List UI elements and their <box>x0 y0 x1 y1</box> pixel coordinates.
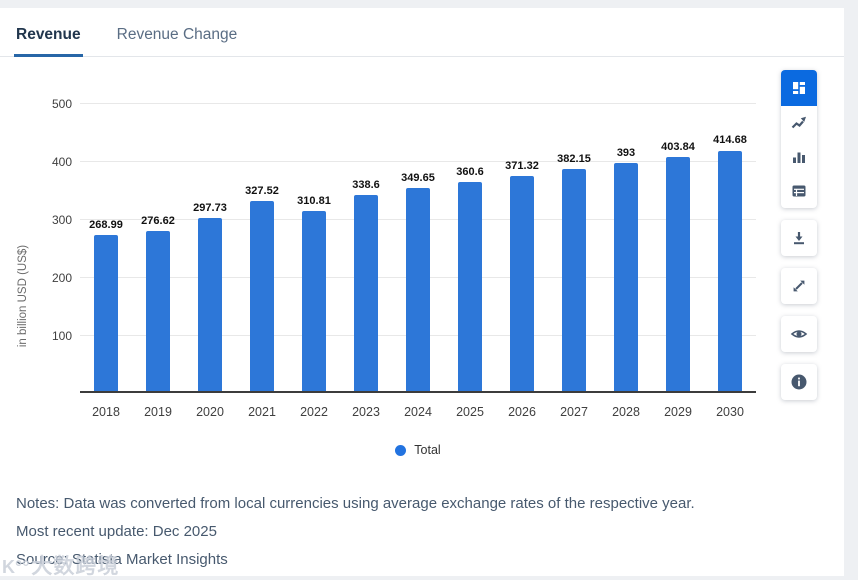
line-chart-button[interactable] <box>781 106 817 140</box>
bar-2027[interactable] <box>562 169 586 391</box>
info-card <box>781 364 817 400</box>
chart-type-switcher <box>781 70 817 208</box>
bar-chart-button[interactable] <box>781 140 817 174</box>
x-axis-tick: 2020 <box>196 405 224 419</box>
bar-value-label: 268.99 <box>89 218 123 231</box>
bar-value-label: 276.62 <box>141 214 175 227</box>
table-icon <box>791 183 807 199</box>
y-axis-title: in billion USD (US$) <box>17 244 29 348</box>
bar-value-label: 297.73 <box>193 202 227 215</box>
info-button[interactable] <box>781 364 817 400</box>
bar-2026[interactable] <box>510 175 534 391</box>
x-axis-tick: 2018 <box>92 405 120 419</box>
update-line: Most recent update: Dec 2025 <box>16 523 217 540</box>
x-axis-tick: 2025 <box>456 405 484 419</box>
tab-revenue-change[interactable]: Revenue Change <box>116 26 238 43</box>
bar-2024[interactable] <box>406 188 430 391</box>
x-axis-tick: 2030 <box>716 405 744 419</box>
download-button[interactable] <box>781 220 817 256</box>
y-axis-tick: 200 <box>51 271 72 285</box>
y-axis-tick: 400 <box>51 155 72 169</box>
y-axis-tick: 500 <box>51 97 72 111</box>
bar-2020[interactable] <box>198 218 222 391</box>
x-axis-tick: 2024 <box>404 405 432 419</box>
visibility-card <box>781 316 817 352</box>
bar-2021[interactable] <box>250 201 274 391</box>
bar-value-label: 403.84 <box>661 140 695 153</box>
notes-line: Notes: Data was converted from local cur… <box>16 495 695 512</box>
chart-toolbar <box>781 70 817 412</box>
x-axis-tick: 2023 <box>352 405 380 419</box>
chart-notes: Notes: Data was converted from local cur… <box>16 490 695 574</box>
bar-2022[interactable] <box>302 210 326 391</box>
info-icon <box>790 373 808 391</box>
legend[interactable]: Total <box>80 443 756 457</box>
x-axis-tick: 2021 <box>248 405 276 419</box>
x-axis-tick: 2029 <box>664 405 692 419</box>
bar-value-label: 310.81 <box>297 194 331 207</box>
download-card <box>781 220 817 256</box>
bar-value-label: 393 <box>616 147 636 160</box>
bar-value-label: 414.68 <box>713 134 747 147</box>
y-axis-tick: 100 <box>51 329 72 343</box>
source-line: Source: Statista Market Insights <box>16 551 228 568</box>
bar-value-label: 371.32 <box>505 159 539 172</box>
bar-2023[interactable] <box>354 194 378 391</box>
x-axis-tick: 2027 <box>560 405 588 419</box>
x-axis-tick: 2028 <box>612 405 640 419</box>
dashboard-icon <box>791 80 807 96</box>
bar-value-label: 349.65 <box>401 172 435 185</box>
expand-icon <box>791 278 807 294</box>
x-axis-tick: 2026 <box>508 405 536 419</box>
bar-2029[interactable] <box>666 156 690 391</box>
table-view-button[interactable] <box>781 174 817 208</box>
legend-label-total: Total <box>414 443 441 457</box>
tab-bar: Revenue Revenue Change <box>0 14 844 57</box>
fullscreen-button[interactable] <box>781 268 817 304</box>
expand-card <box>781 268 817 304</box>
download-icon <box>791 230 807 246</box>
eye-icon <box>790 326 808 342</box>
legend-marker-total <box>395 444 407 456</box>
bar-value-label: 360.6 <box>456 165 484 178</box>
tab-revenue[interactable]: Revenue <box>14 26 83 57</box>
dashboard-view-button[interactable] <box>781 70 817 106</box>
x-axis-tick: 2022 <box>300 405 328 419</box>
chart-card: Revenue Revenue Change in billion USD (U… <box>0 8 844 576</box>
bar-2018[interactable] <box>94 235 118 391</box>
bar-2028[interactable] <box>614 163 638 391</box>
bar-2019[interactable] <box>146 230 170 391</box>
plot-area: 100 200 300 400 500 268.99 2018 276.62 2019 297.7… <box>52 97 756 419</box>
gridline <box>80 161 756 162</box>
x-axis-tick: 2019 <box>144 405 172 419</box>
bar-2025[interactable] <box>458 181 482 391</box>
bar-value-label: 338.6 <box>352 178 380 191</box>
line-chart-icon <box>791 115 807 131</box>
preview-button[interactable] <box>781 316 817 352</box>
y-axis-tick: 300 <box>51 213 72 227</box>
bar-chart-icon <box>791 149 807 165</box>
gridline <box>80 103 756 104</box>
bar-2030[interactable] <box>718 150 742 391</box>
bar-value-label: 327.52 <box>245 185 279 198</box>
bar-value-label: 382.15 <box>557 153 591 166</box>
bar-chart: in billion USD (US$) 100 200 300 400 500 268.… <box>0 58 780 478</box>
